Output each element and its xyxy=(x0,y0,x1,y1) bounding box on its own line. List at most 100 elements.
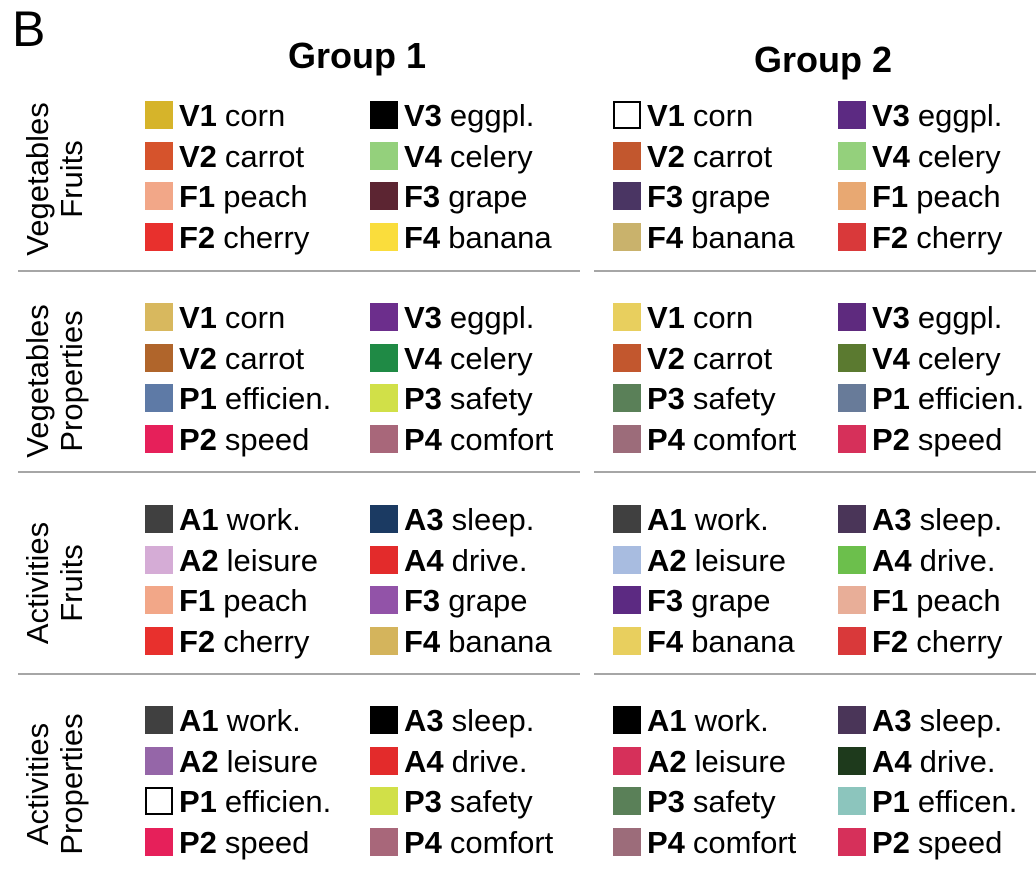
legend-code: P1 xyxy=(179,381,217,417)
legend-name: comfort xyxy=(449,825,554,861)
legend-item: F2 cherry xyxy=(145,218,309,258)
legend-item: V2 carrot xyxy=(613,339,772,379)
legend-name: peach xyxy=(916,583,1001,619)
legend-item: V3 eggpl. xyxy=(838,96,1002,136)
legend-name: corn xyxy=(692,98,754,133)
row-divider xyxy=(18,270,580,272)
legend-name: drive. xyxy=(919,743,996,779)
legend-name: work. xyxy=(226,703,301,738)
legend-name: work. xyxy=(226,502,301,537)
color-swatch xyxy=(838,141,866,170)
color-swatch xyxy=(145,303,173,331)
legend-name: grape xyxy=(691,583,771,619)
row-label-line: Vegetables xyxy=(20,304,55,458)
legend-name: sleep. xyxy=(451,502,535,537)
legend-item: F3 grape xyxy=(370,177,527,217)
row-label-3: Activities Fruits xyxy=(0,483,110,683)
legend-code: V2 xyxy=(179,138,217,174)
legend-code: F3 xyxy=(647,179,684,215)
legend-name: eggpl. xyxy=(917,300,1003,335)
color-swatch xyxy=(838,586,866,615)
legend-code: V1 xyxy=(647,98,685,133)
legend-item: F4 banana xyxy=(613,622,795,662)
legend-code: F2 xyxy=(179,220,216,256)
row-label-line: Properties xyxy=(54,310,89,452)
color-swatch xyxy=(613,828,641,857)
legend-code: P3 xyxy=(404,381,442,417)
legend-item: P3 safety xyxy=(613,782,776,822)
color-swatch xyxy=(613,425,641,454)
legend-item: A1 work. xyxy=(145,500,301,540)
legend-code: F4 xyxy=(404,220,441,256)
legend-item: F1 peach xyxy=(838,177,1001,217)
legend-code: A2 xyxy=(179,743,219,779)
legend-name: drive. xyxy=(451,542,528,578)
legend-name: grape xyxy=(691,179,771,215)
legend-name: comfort xyxy=(449,422,554,458)
color-swatch xyxy=(613,706,641,734)
color-swatch xyxy=(370,706,398,734)
legend-name: leisure xyxy=(226,542,318,578)
legend-item: A3 sleep. xyxy=(370,701,534,741)
row-label-1: Vegetables Fruits xyxy=(0,79,110,279)
color-swatch xyxy=(145,828,173,857)
color-swatch xyxy=(370,627,398,656)
panel-letter: B xyxy=(12,1,46,57)
color-swatch xyxy=(370,425,398,454)
legend-item: A4 drive. xyxy=(370,742,527,782)
legend-name: corn xyxy=(224,98,286,133)
legend-item: F3 grape xyxy=(613,581,770,621)
color-swatch xyxy=(613,586,641,615)
group-1-title: Group 1 xyxy=(287,35,426,76)
legend-name: safety xyxy=(449,381,533,417)
legend-item: F4 banana xyxy=(370,218,552,258)
legend-item: V4 celery xyxy=(838,339,1001,379)
color-swatch xyxy=(145,545,173,574)
color-swatch xyxy=(613,141,641,170)
row-divider xyxy=(594,471,1036,473)
legend-name: banana xyxy=(691,220,795,256)
color-swatch xyxy=(370,505,398,533)
legend-name: grape xyxy=(448,179,528,215)
legend-item: F1 peach xyxy=(145,177,308,217)
legend-name: work. xyxy=(694,703,769,738)
legend-item: P2 speed xyxy=(145,823,309,863)
legend-code: P4 xyxy=(404,825,442,861)
color-swatch xyxy=(838,746,866,775)
legend-code: A2 xyxy=(179,542,219,578)
legend-name: speed xyxy=(224,825,310,861)
color-swatch xyxy=(145,141,173,170)
legend-name: efficien. xyxy=(224,784,332,820)
legend-name: cherry xyxy=(916,624,1003,660)
legend-item: F1 peach xyxy=(838,581,1001,621)
legend-item: V4 celery xyxy=(370,137,533,177)
legend-name: cherry xyxy=(223,220,310,256)
legend-code: A3 xyxy=(872,703,912,738)
legend-item: A4 drive. xyxy=(370,541,527,581)
legend-code: A3 xyxy=(404,703,444,738)
legend-code: F2 xyxy=(872,624,909,660)
legend-code: F3 xyxy=(404,583,441,619)
color-swatch xyxy=(370,746,398,775)
legend-code: V3 xyxy=(404,98,442,133)
color-swatch xyxy=(145,706,173,734)
legend-code: V4 xyxy=(404,340,442,376)
legend-code: A4 xyxy=(404,743,444,779)
legend-item: P4 comfort xyxy=(613,420,796,460)
legend-item: P2 speed xyxy=(145,420,309,460)
legend-name: corn xyxy=(224,300,286,335)
row-divider xyxy=(18,673,580,675)
color-swatch xyxy=(145,505,173,533)
legend-code: A1 xyxy=(647,703,687,738)
legend-item: F3 grape xyxy=(370,581,527,621)
color-swatch xyxy=(370,101,398,129)
legend-code: F1 xyxy=(179,179,216,215)
legend-code: P2 xyxy=(179,422,217,458)
legend-item: V4 celery xyxy=(370,339,533,379)
color-swatch xyxy=(370,343,398,372)
legend-code: V1 xyxy=(179,300,217,335)
legend-name: carrot xyxy=(692,340,773,376)
legend-name: carrot xyxy=(224,138,305,174)
legend-name: corn xyxy=(692,300,754,335)
legend-code: F1 xyxy=(872,179,909,215)
